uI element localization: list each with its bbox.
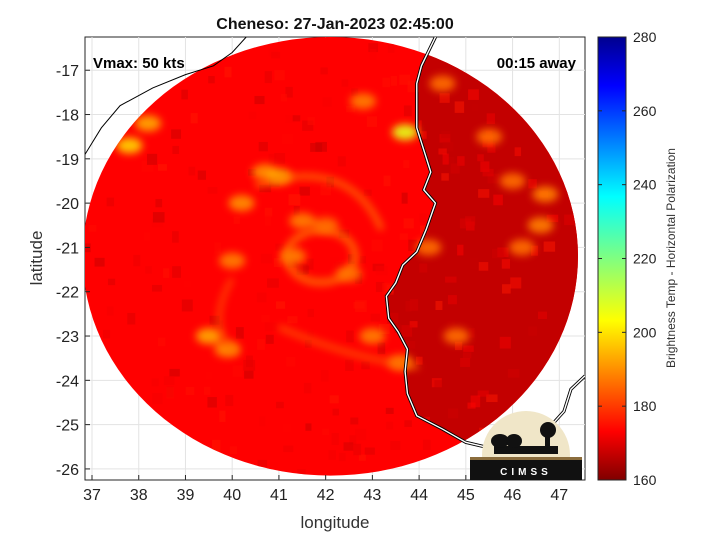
spiral-arm: [254, 173, 385, 231]
y-tick-label: -22: [56, 285, 79, 302]
land-region: [386, 37, 578, 476]
rainband-feature: [359, 328, 386, 345]
x-tick-label: 44: [410, 487, 428, 504]
rainband-feature: [392, 124, 419, 141]
x-tick-label: 42: [317, 487, 335, 504]
colorbar-tick-label: 240: [633, 177, 657, 193]
colorbar-tick-label: 180: [633, 398, 657, 414]
colorbar-ticks: 160 180 200 220 240 260 280: [598, 29, 657, 488]
y-tick-label: -20: [56, 196, 79, 213]
rainband-feature: [228, 195, 255, 212]
colorbar-label: Brightness Temp - Horizontal Polarizatio…: [664, 148, 678, 368]
y-axis-label: latitude: [27, 231, 46, 286]
x-tick-label: 41: [270, 487, 288, 504]
x-tick-label: 40: [223, 487, 241, 504]
rainband-feature: [135, 115, 162, 132]
coastline-africa: [85, 37, 247, 155]
x-tick-label: 38: [130, 487, 148, 504]
rainband-feature: [116, 137, 143, 154]
time-offset-annotation: 00:15 away: [497, 55, 577, 72]
colorbar-tick-label: 220: [633, 251, 657, 267]
y-tick-label: -25: [56, 418, 79, 435]
chart-title: Cheneso: 27-Jan-2023 02:45:00: [216, 16, 454, 33]
rainband-feature: [532, 186, 559, 203]
spiral-arm: [216, 277, 239, 356]
cimss-logo: CIMSS: [470, 411, 582, 480]
x-tick-label: 46: [504, 487, 522, 504]
rainband-feature: [508, 239, 535, 256]
rainband-feature: [350, 93, 377, 110]
colorbar-tick-label: 160: [633, 472, 657, 488]
rainband-feature: [476, 128, 503, 145]
colorbar: [597, 36, 627, 481]
y-axis-ticks: -17 -18 -19 -20 -21 -22 -23 -24 -25 -26: [56, 63, 90, 479]
rainband-feature: [219, 252, 246, 269]
vmax-annotation: Vmax: 50 kts: [93, 55, 185, 72]
logo-disc: [482, 411, 570, 480]
x-tick-label: 43: [363, 487, 381, 504]
radar-dish-icon: [491, 434, 509, 448]
y-tick-label: -17: [56, 63, 79, 80]
logo-text: CIMSS: [500, 467, 552, 478]
rainband-feature: [429, 75, 456, 92]
colorbar-tick-label: 280: [633, 29, 657, 45]
x-tick-label: 47: [550, 487, 568, 504]
water-tower-icon: [545, 432, 550, 448]
rainband-feature: [443, 328, 470, 345]
spiral-arm: [277, 324, 420, 371]
y-tick-label: -19: [56, 152, 79, 169]
y-tick-label: -24: [56, 373, 79, 390]
colorbar-tick-label: 260: [633, 103, 657, 119]
rainband-feature: [499, 172, 526, 189]
rainband-feature: [195, 328, 222, 345]
x-tick-label: 39: [177, 487, 195, 504]
x-axis-ticks: 37 38 39 40 41 42 43 44 45 46 47: [83, 475, 568, 504]
x-tick-label: 45: [457, 487, 475, 504]
colorbar-tick-label: 200: [633, 324, 657, 340]
x-axis-label: longitude: [300, 513, 369, 532]
rainband-feature: [527, 217, 554, 234]
x-tick-label: 37: [83, 487, 101, 504]
rainband-feature: [289, 212, 316, 229]
y-tick-label: -21: [56, 240, 79, 257]
y-tick-label: -18: [56, 108, 79, 125]
eye-ring: [283, 226, 359, 286]
y-tick-label: -26: [56, 462, 79, 479]
swath-image: [85, 37, 578, 476]
y-tick-label: -23: [56, 329, 79, 346]
